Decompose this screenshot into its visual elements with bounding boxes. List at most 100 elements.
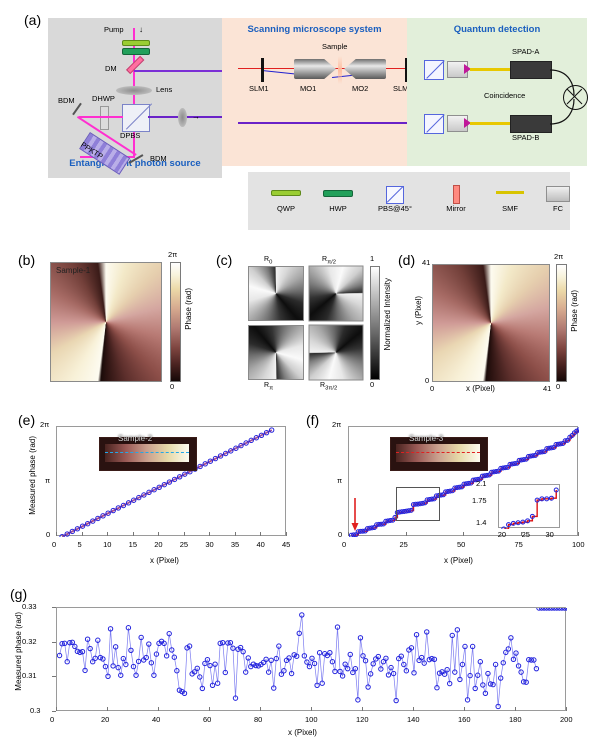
quantum-detection-title: Quantum detection (453, 24, 541, 35)
panel-c-label-rpi2: Rπ/2 (322, 256, 336, 266)
bdm-bottom-label: BDM (150, 154, 167, 163)
legend-item-hwp: HWP (310, 184, 366, 213)
panel-f-tag: (f) (306, 412, 320, 428)
panel-f-xtick-mark (348, 532, 349, 536)
beam-arrow-b-icon: → (192, 112, 200, 121)
panel-e-xtick-mark (209, 532, 211, 536)
pump-arrow-icon: ↓ (139, 25, 143, 34)
panel-g-xtick-mark (260, 707, 261, 711)
legend-item-qwp: QWP (258, 184, 314, 213)
slm2-label: SLM2 (393, 84, 413, 93)
panel-d-ylabel: y (Pixel) (414, 296, 423, 325)
panel-g-ytick: 0.31 (22, 671, 37, 681)
fiber-collimator-icon (530, 184, 586, 204)
dhwp-icon (100, 106, 109, 130)
panel-f-inset-ytick-0: 1.4 (476, 518, 487, 527)
panel-f-zoom-box (396, 487, 440, 521)
panel-b-phase-image (50, 262, 162, 382)
panel-a-tag: (a) (24, 12, 42, 28)
panel-e-ytick-0: 0 (46, 530, 51, 539)
panel-e-tag: (e) (18, 412, 36, 428)
panel-g-xtick: 20 (101, 715, 110, 724)
panel-e-xtick: 25 (179, 540, 189, 549)
panel-g-ytick-mark (52, 607, 56, 608)
fc-b-tip-icon (464, 118, 471, 128)
legend-label-mirror: Mirror (446, 204, 466, 213)
beam-path-b (148, 116, 232, 118)
coincidence-label: Coincidence (484, 91, 526, 100)
panel-e-xtick: 5 (77, 540, 82, 549)
panel-d-ytick-max: 41 (422, 258, 431, 267)
panel-c-cbar-min: 0 (370, 380, 375, 389)
panel-g-xtick: 160 (458, 715, 471, 724)
slm1-label: SLM1 (249, 84, 269, 93)
panel-d-xtick-max: 41 (543, 384, 552, 393)
panel-e-ytick-2pi: 2π (40, 420, 50, 429)
panel-f-ytick-pi: π (337, 476, 343, 485)
coincidence-circle-icon (563, 85, 588, 110)
panel-g-ylabel: Measured phase (rad) (14, 612, 23, 691)
panel-g-ytick: 0.3 (30, 706, 41, 715)
panel-e-inset-gradient (105, 444, 189, 462)
panel-e-xtick-mark (56, 532, 57, 536)
panel-f-sample-label: Sample-3 (409, 434, 444, 443)
panel-g-xtick: 200 (560, 715, 573, 724)
dm-label: DM (105, 64, 117, 73)
panel-g-ytick-mark (52, 711, 56, 712)
panel-e-xtick-mark (286, 532, 287, 536)
legend-label-pbs: PBS@45° (378, 204, 412, 213)
panel-g-xtick-mark (413, 707, 414, 711)
panel-e-xtick-mark (183, 532, 185, 536)
panel-e-xtick-mark (81, 532, 83, 536)
panel-g-xtick-mark (515, 707, 516, 711)
panel-b-cbar-max: 2π (168, 250, 178, 259)
panel-c-image-rpi2 (308, 265, 364, 322)
panel-f-ytick-2pi: 2π (332, 420, 342, 429)
panel-b-cbar-min: 0 (170, 382, 175, 391)
panel-d-cbar-min: 0 (556, 382, 561, 391)
panel-c-cbar-max: 1 (370, 254, 375, 263)
dhwp-label: DHWP (92, 94, 115, 103)
legend-label-hwp: HWP (329, 204, 347, 213)
panel-f-xtick: 50 (457, 540, 466, 549)
panel-e-xtick-mark (132, 532, 134, 536)
beam-path-a (134, 70, 232, 72)
legend-item-mirror: Mirror (428, 184, 484, 213)
panel-d-xlabel: x (Pixel) (466, 384, 495, 393)
sample-plane-icon (338, 56, 342, 84)
panel-f-xtick: 100 (572, 540, 585, 549)
legend-item-fc: FC (530, 184, 586, 213)
panel-g-xtick-mark (362, 707, 363, 711)
panel-e-xtick-mark (260, 532, 262, 536)
panel-e-inset-dashed-line (105, 452, 189, 453)
slm2-icon (405, 58, 408, 82)
panel-f-inset-ytick-2: 2.1 (476, 479, 487, 488)
mirror-icon (428, 184, 484, 204)
spad-b-label: SPAD-B (512, 133, 540, 142)
panel-f-inset-xtick: 30 (545, 530, 554, 539)
panel-g-tag: (g) (10, 586, 28, 602)
smf-a-icon (470, 68, 512, 71)
scanning-microscope-title: Scanning microscope system (247, 24, 382, 35)
panel-d-ytick-min: 0 (425, 376, 430, 385)
panel-g-xtick-mark (566, 707, 567, 711)
panel-c-image-r3pi2 (308, 324, 364, 381)
smf-fiber-icon (482, 184, 538, 204)
qwp-plate-icon (258, 184, 314, 204)
hwp-plate-icon (122, 48, 150, 55)
panel-g-xtick: 0 (50, 715, 55, 724)
panel-f-inset-axes (498, 484, 560, 529)
legend-item-smf: SMF (482, 184, 538, 213)
panel-c-colorbar (370, 266, 380, 380)
panel-e-plot (59, 427, 275, 537)
panel-g-xtick: 120 (356, 715, 369, 724)
panel-g-xtick: 180 (509, 715, 522, 724)
panel-g-ytick-mark (52, 676, 56, 678)
panel-e-ytick-pi: π (45, 476, 51, 485)
hwp-plate-icon (310, 184, 366, 204)
spad-b-icon (510, 115, 552, 133)
panel-f-ytick-0: 0 (338, 530, 343, 539)
panel-f-inset-xtick: 20 (497, 530, 507, 539)
panel-g-xtick: 40 (152, 715, 161, 724)
spad-a-label: SPAD-A (512, 47, 540, 56)
